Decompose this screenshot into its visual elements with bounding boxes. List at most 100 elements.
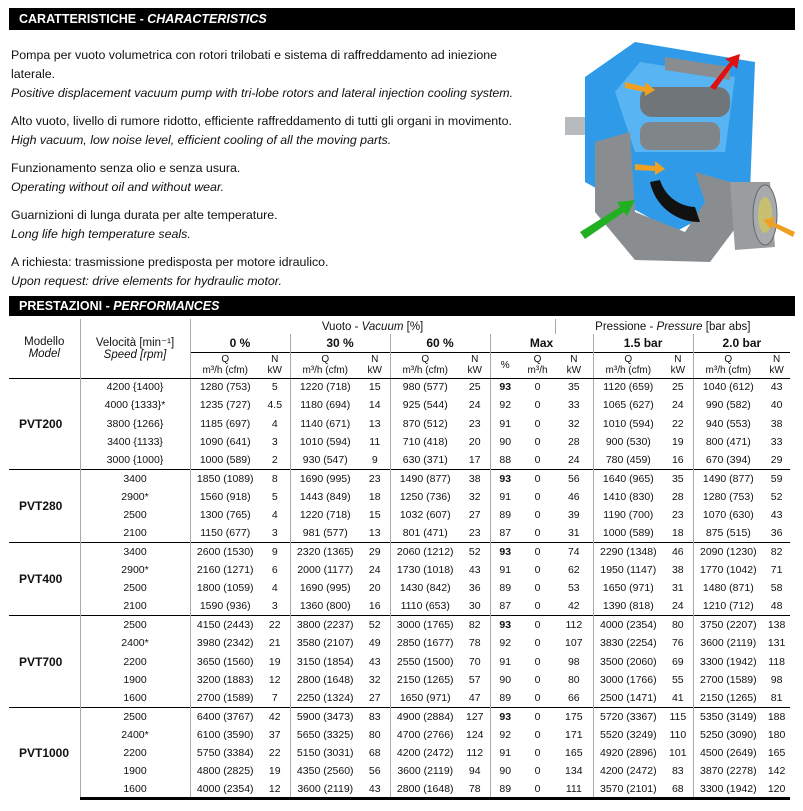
n-unit: kW [670,365,686,376]
value-cell: 0 [534,490,541,503]
table-row: 3400 {1133} 1090 (641) 3 1010 (594) 11 710 (4… [9,432,790,452]
value-cell: 8 [260,468,290,488]
header-en: CHARACTERISTICS [147,12,267,26]
value-cell: 1000 (589) [189,451,260,470]
value-cell: 1280 (753) [692,487,764,507]
model-name: PVT1000 [9,706,80,799]
value-cell: 68 [663,780,694,801]
value-cell: 13 [368,417,381,430]
value-cell: 2320 (1365) [289,542,360,561]
value-cell: 1770 (1042) [692,560,764,580]
value-cell: 89 [489,579,520,598]
value-cell: 925 (544) [389,396,460,415]
value-cell: 23 [468,417,481,430]
speed-cell: 2900* [79,560,190,580]
header-it: CARATTERISTICHE - [19,12,148,26]
value-cell: 11 [369,436,381,449]
value-cell: 4 [271,582,278,595]
value-cell: 55 [671,673,684,686]
speed-cell: 2500 [79,579,190,598]
model-name: PVT200 [9,377,80,470]
value-cell: 14 [368,399,381,412]
value-cell: 0 [534,765,541,778]
value-cell: 41 [671,691,684,704]
value-cell: 131 [767,637,786,650]
value-cell: 112 [555,615,594,635]
n-unit: kW [467,365,482,376]
value-cell: 29 [770,454,783,467]
value-cell: 2700 (1589) [692,670,764,690]
value-cell: 16 [368,600,381,613]
table-row: 3000 {1000} 1000 (589) 2 930 (547) 9 630 (371… [9,451,790,470]
value-cell: 710 (418) [389,432,460,452]
value-cell: 3 [271,600,278,613]
value-cell: 18 [368,490,381,503]
value-cell: 19 [268,765,281,778]
q-label: Q [321,354,330,365]
value-cell: 875 (515) [692,524,764,543]
value-cell: 3000 (1766) [592,670,664,690]
n-unit: kW [367,365,382,376]
n-label: N [471,354,479,365]
value-cell: 1010 (594) [289,432,360,452]
value-cell: 1150 (677) [189,524,260,543]
value-cell: 88 [489,451,520,470]
speed-cell: 1600 [79,780,190,801]
value-cell: 3 [271,527,278,540]
speed-label-it: Velocità [min⁻¹] [95,337,175,350]
value-cell: 4920 (2896) [592,743,664,763]
value-cell: 5350 (3149) [692,706,764,726]
value-cell: 32 [567,417,580,430]
value-cell: 25 [460,377,490,397]
value-cell: 56 [555,468,594,488]
value-cell: 1950 (1147) [592,560,664,580]
value-cell: 94 [468,765,481,778]
value-cell: 46 [663,542,694,561]
value-cell: 90 [489,432,520,452]
value-cell: 980 (577) [389,377,460,397]
value-cell: 83 [360,706,390,726]
table-row: 4000 {1333}* 1235 (727) 4.5 1180 (694) 14 925… [9,396,790,415]
value-cell: 12 [268,673,281,686]
value-cell: 92 [489,725,520,744]
q-unit: m³/h (cfm) [605,365,652,376]
value-cell: 56 [368,765,381,778]
value-cell: 1220 (718) [289,506,360,525]
value-cell: 1300 (765) [189,506,260,525]
value-cell: 2250 (1324) [289,689,360,708]
value-cell: 1800 (1059) [189,579,260,598]
value-cell: 4700 (2766) [389,725,460,744]
characteristic-item: Alto vuoto, livello di rumore ridotto, e… [11,112,531,150]
value-cell: 3980 (2342) [189,634,260,653]
value-cell: 1560 (918) [189,487,260,507]
value-cell: 5900 (3473) [289,706,360,726]
value-cell: 0 [534,564,541,577]
value-cell: 24 [671,600,684,613]
value-cell: 93 [489,377,520,397]
speed-cell: 3400 [79,542,190,561]
value-cell: 80 [663,615,694,635]
value-cell: 20 [468,436,481,449]
value-cell: 1110 (653) [389,597,460,616]
value-cell: 80 [567,673,580,686]
value-cell: 5250 (3090) [692,725,764,744]
text-en: High vacuum, low noise level, efficient … [11,133,392,147]
value-cell: 1640 (965) [592,468,664,488]
characteristic-item: A richiesta: trasmissione predisposta pe… [11,253,531,291]
value-cell: 138 [763,615,791,635]
n-label: N [271,354,279,365]
value-cell: 3570 (2101) [592,780,664,801]
pct-label: % [500,359,510,371]
speed-header: Velocità [min⁻¹] Speed [rpm] [79,319,190,378]
speed-cell: 1900 [79,762,190,781]
speed-cell: 3800 {1266} [79,414,190,433]
value-cell: 142 [767,765,786,778]
value-cell: 1690 (995) [289,468,360,488]
value-cell: 93 [489,542,520,561]
value-cell: 13 [368,527,381,540]
value-cell: 70 [468,655,481,668]
value-cell: 90 [489,762,520,781]
value-cell: 780 (459) [592,451,664,470]
